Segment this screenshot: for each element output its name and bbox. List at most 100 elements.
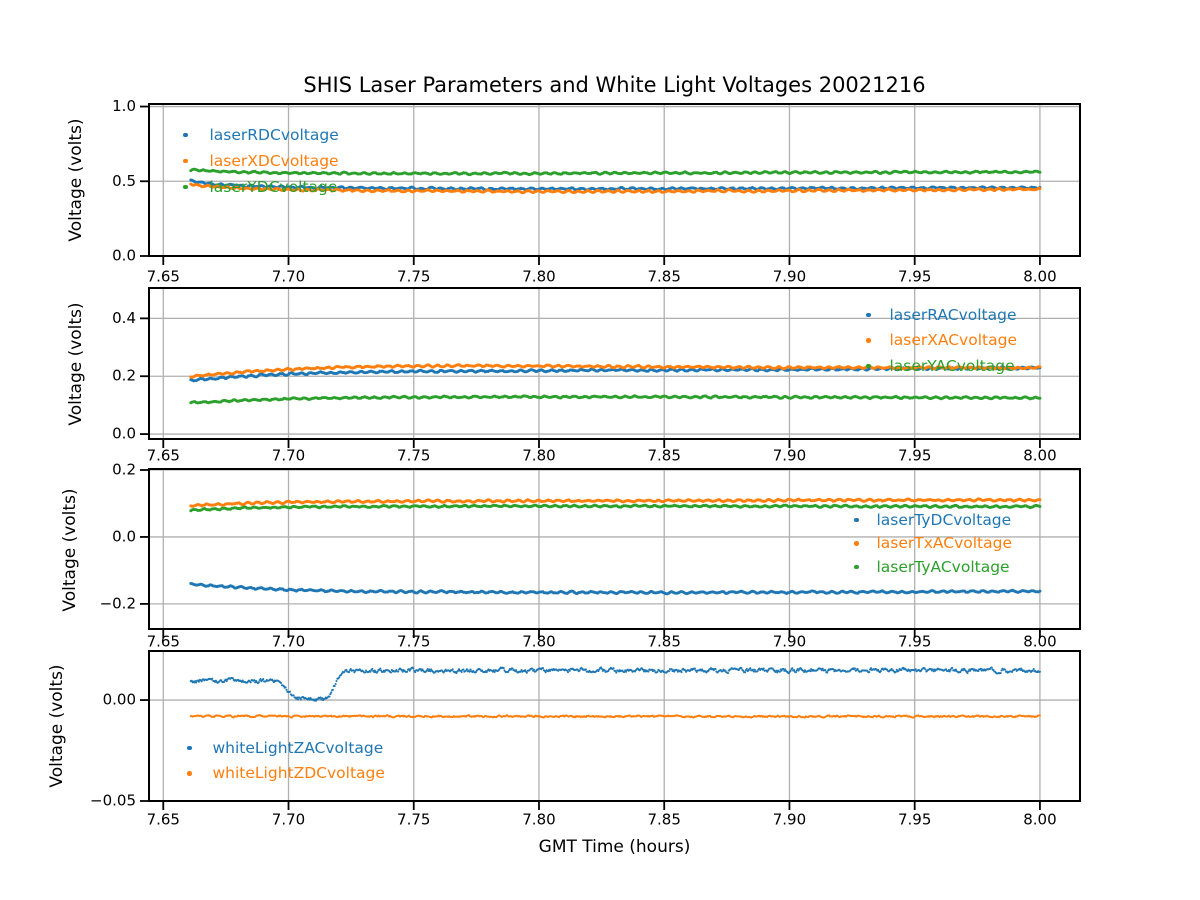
- axes-frame: [148, 468, 1081, 630]
- x-tick-label: 7.90: [773, 268, 806, 286]
- legend-subplot-2: laserRACvoltage laserXACvoltage laserYACvo…: [866, 302, 1017, 379]
- legend-label: laserXACvoltage: [889, 331, 1017, 350]
- x-tick-label: 8.00: [1023, 447, 1056, 465]
- legend-label: laserXDCvoltage: [209, 152, 339, 170]
- series-laserTyDCvoltage: [189, 582, 1042, 596]
- series-laserYACvoltage: [189, 394, 1042, 405]
- subplot-1: 7.65 7.70 7.75 7.80 7.85 7.90 7.95 8.00 0.0 0.5 1.…: [112, 97, 1081, 286]
- legend-marker-icon: [183, 184, 188, 190]
- legend-marker-icon: [187, 745, 192, 750]
- legend-item-laserXACvoltage: laserXACvoltage: [866, 328, 1017, 354]
- y-tick-label: 0.0: [112, 425, 136, 443]
- x-tick-label: 7.85: [648, 447, 681, 465]
- legend-marker-icon: [866, 338, 871, 343]
- legend-item-laserYACvoltage: laserYACvoltage: [866, 353, 1017, 379]
- x-tick-label: 7.70: [272, 811, 305, 829]
- legend-item-laserTyDCvoltage: laserTyDCvoltage: [854, 508, 1012, 532]
- series-whiteLightZDCvoltage: [189, 714, 1041, 719]
- x-tick-label: 7.75: [397, 447, 430, 465]
- legend-label: laserRACvoltage: [889, 305, 1017, 324]
- legend-label: laserYDCvoltage: [209, 178, 338, 196]
- subplot-2: 7.65 7.70 7.75 7.80 7.85 7.90 7.95 8.00 0.0 0.2 0.…: [112, 287, 1081, 465]
- y-tick-label: 0.2: [112, 461, 136, 479]
- x-tick-label: 7.70: [272, 268, 305, 286]
- x-tick-label: 8.00: [1023, 811, 1056, 829]
- legend-item-laserTyACvoltage: laserTyACvoltage: [854, 555, 1012, 579]
- y-tick-label: 0.2: [112, 367, 136, 385]
- y-tick-label: 1.0: [112, 97, 136, 115]
- series-laserXACvoltage: [189, 363, 1042, 379]
- legend-item-laserRACvoltage: laserRACvoltage: [866, 302, 1017, 328]
- legend-marker-icon: [854, 564, 859, 569]
- x-tick-label: 7.65: [147, 811, 180, 829]
- y-tick-label: 0.5: [112, 172, 136, 190]
- y-tick-label: 0.00: [103, 691, 136, 709]
- y-tick-label: −0.2: [100, 594, 136, 612]
- legend-marker-icon: [854, 541, 859, 546]
- x-tick-label: 8.00: [1023, 268, 1056, 286]
- legend-item-whiteLightZACvoltage: whiteLightZACvoltage: [187, 735, 385, 761]
- legend-marker-icon: [854, 517, 859, 522]
- x-tick-label: 7.95: [898, 447, 931, 465]
- legend-label: laserTyDCvoltage: [876, 510, 1012, 529]
- x-tick-label: 7.75: [397, 811, 430, 829]
- series-whiteLightZACvoltage: [189, 666, 1041, 702]
- x-tick-label: 7.80: [522, 268, 555, 286]
- x-tick-label: 7.85: [648, 268, 681, 286]
- legend-marker-icon: [183, 158, 188, 164]
- x-tick-label: 7.70: [272, 633, 305, 651]
- ylabel-subplot-1: Voltage (volts): [66, 118, 86, 242]
- y-tick-label: −0.05: [90, 792, 136, 810]
- x-tick-label: 7.90: [773, 447, 806, 465]
- series-laserXDCvoltage: [189, 182, 1042, 195]
- legend-label: laserRDCvoltage: [209, 126, 339, 144]
- x-tick-label: 7.75: [397, 268, 430, 286]
- x-tick-label: 7.95: [898, 268, 931, 286]
- x-tick-label: 7.70: [272, 447, 305, 465]
- ylabel-subplot-2: Voltage (volts): [66, 302, 86, 426]
- x-tick-label: 7.80: [522, 633, 555, 651]
- legend-item-laserTxACvoltage: laserTxACvoltage: [854, 532, 1012, 556]
- y-tick-label: 0.0: [112, 527, 136, 545]
- legend-item-laserXDCvoltage: laserXDCvoltage: [183, 148, 339, 174]
- legend-label: laserTyACvoltage: [876, 557, 1010, 576]
- legend-subplot-4: whiteLightZACvoltage whiteLightZDCvoltage: [187, 735, 385, 786]
- axes-frame: [148, 103, 1081, 257]
- series-laserYDCvoltage: [189, 167, 1042, 177]
- legend-subplot-1: laserRDCvoltage laserXDCvoltage laserYDCvo…: [183, 122, 339, 200]
- legend-subplot-3: laserTyDCvoltage laserTxACvoltage laserTyA…: [854, 508, 1012, 579]
- legend-item-laserRDCvoltage: laserRDCvoltage: [183, 122, 339, 148]
- series-laserTyACvoltage: [189, 503, 1042, 513]
- subplot-4: 7.65 7.70 7.75 7.80 7.85 7.90 7.95 8.00 −0.05 0.0…: [90, 650, 1081, 829]
- legend-label: whiteLightZDCvoltage: [212, 764, 385, 783]
- subplot-3: 7.65 7.70 7.75 7.80 7.85 7.90 7.95 8.00 −0.2 0.0 0…: [100, 461, 1081, 651]
- legend-label: whiteLightZACvoltage: [212, 738, 384, 757]
- ylabel-subplot-4: Voltage (volts): [47, 664, 67, 788]
- x-tick-label: 7.90: [773, 633, 806, 651]
- x-tick-label: 7.85: [648, 633, 681, 651]
- x-tick-label: 7.95: [898, 633, 931, 651]
- legend-item-whiteLightZDCvoltage: whiteLightZDCvoltage: [187, 761, 385, 787]
- y-tick-label: 0.0: [112, 247, 136, 265]
- legend-label: laserYACvoltage: [889, 356, 1015, 375]
- x-tick-label: 7.80: [522, 447, 555, 465]
- x-tick-label: 7.65: [147, 447, 180, 465]
- x-tick-label: 7.80: [522, 811, 555, 829]
- legend-item-laserYDCvoltage: laserYDCvoltage: [183, 174, 339, 200]
- axes-frame: [148, 650, 1081, 802]
- x-tick-label: 8.00: [1023, 633, 1056, 651]
- axes-frame: [148, 287, 1081, 440]
- x-tick-label: 7.75: [397, 633, 430, 651]
- chart-title: SHIS Laser Parameters and White Light Vo…: [303, 73, 926, 97]
- legend-marker-icon: [866, 312, 871, 317]
- legend-marker-icon: [866, 363, 871, 368]
- x-tick-label: 7.90: [773, 811, 806, 829]
- xlabel: GMT Time (hours): [538, 837, 691, 857]
- legend-marker-icon: [187, 771, 192, 776]
- ylabel-subplot-3: Voltage (volts): [60, 488, 80, 612]
- x-tick-label: 7.65: [147, 633, 180, 651]
- x-tick-label: 7.95: [898, 811, 931, 829]
- legend-label: laserTxACvoltage: [876, 534, 1013, 553]
